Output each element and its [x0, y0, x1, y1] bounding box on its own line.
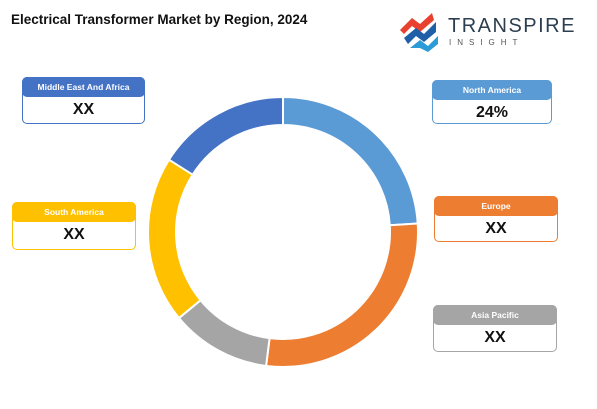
- legend-label-north-america: North America: [432, 80, 552, 100]
- legend-value-europe: XX: [485, 220, 507, 237]
- slice-asia-pacific: [177, 298, 271, 368]
- legend-label-asia-pacific: Asia Pacific: [433, 305, 557, 325]
- logo-name: TRANSPIRE: [448, 15, 576, 37]
- slice-middle-east-and-africa: [167, 95, 284, 177]
- legend-value-middle-east-and-africa: XX: [72, 101, 95, 118]
- slice-europe: [264, 222, 419, 368]
- logo-base-shape: [410, 36, 438, 52]
- legend-card-north-america: North America 24%: [432, 80, 552, 124]
- legend-label-south-america: South America: [12, 202, 136, 222]
- legend-value-asia-pacific: XX: [484, 329, 506, 346]
- legend-label-europe: Europe: [434, 196, 558, 216]
- slice-south-america: [147, 158, 202, 320]
- legend-card-south-america: South America XX: [12, 202, 136, 250]
- slice-north-america: [282, 95, 419, 227]
- chart-title: Electrical Transformer Market by Region,…: [11, 12, 308, 27]
- transpire-logo: TRANSPIRE INSIGHT: [396, 10, 574, 52]
- legend-label-middle-east-and-africa: Middle East And Africa: [22, 77, 145, 97]
- legend-value-north-america: 24%: [475, 104, 509, 121]
- legend-card-europe: Europe XX: [434, 196, 558, 242]
- logo-tagline: INSIGHT: [449, 38, 524, 47]
- logo-arrow-shape: [400, 13, 434, 34]
- legend-card-asia-pacific: Asia Pacific XX: [433, 305, 557, 352]
- logo-chevron-shape: [404, 22, 436, 44]
- legend-card-middle-east-and-africa: Middle East And Africa XX: [22, 77, 145, 124]
- logo-mark-icon: [400, 13, 438, 52]
- legend-value-south-america: XX: [63, 226, 85, 243]
